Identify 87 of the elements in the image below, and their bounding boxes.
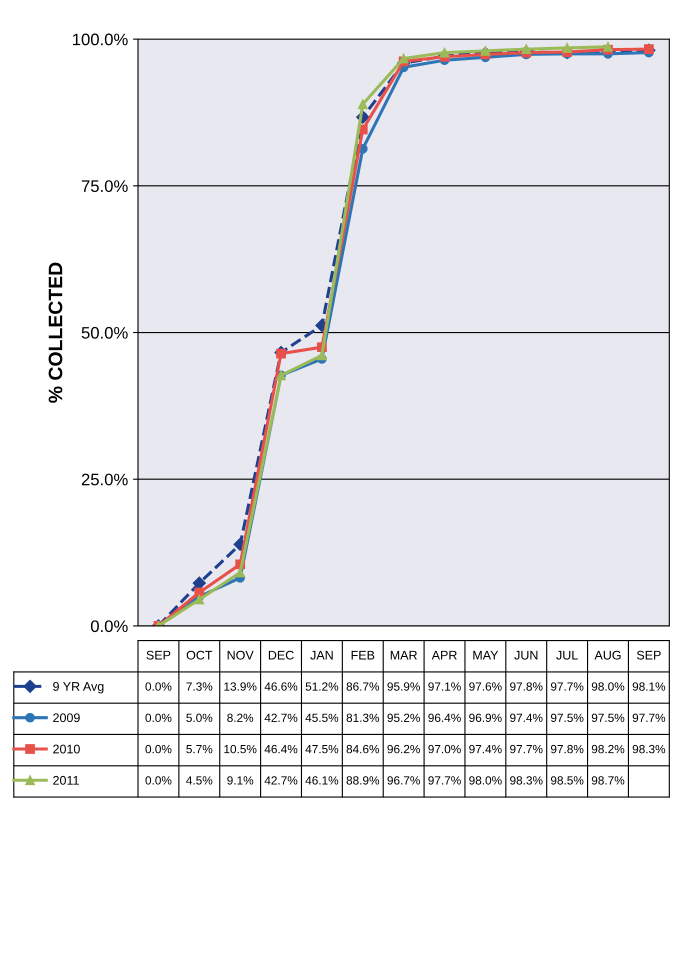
data-label: 95.2%: [387, 714, 420, 722]
x-tick-label: APR: [432, 650, 457, 660]
point: [276, 348, 286, 359]
x-tick-label: NOV: [228, 650, 254, 660]
data-label: 45.5%: [305, 714, 338, 722]
data-label: 96.7%: [387, 776, 420, 785]
data-label: 96.2%: [387, 744, 420, 754]
x-tick-label: JAN: [310, 650, 333, 660]
point: [235, 568, 246, 578]
legend-label: 9 YR Avg: [53, 682, 104, 694]
y-tick-label: 100.0%: [73, 34, 128, 46]
point: [521, 44, 532, 54]
data-label: 96.9%: [469, 714, 502, 722]
y-tick-label: 25.0%: [82, 474, 128, 486]
data-label: 97.7%: [632, 714, 666, 722]
data-label: 97.7%: [550, 682, 584, 691]
data-label: 98.0%: [592, 682, 624, 691]
data-label: 9.1%: [227, 776, 254, 785]
legend-label: 2009: [53, 713, 80, 722]
x-tick-label: AUG: [594, 650, 621, 660]
data-label: 4.5%: [186, 776, 212, 785]
data-label: 98.2%: [592, 744, 624, 754]
data-label: 97.8%: [550, 744, 584, 754]
data-label: 47.5%: [305, 744, 338, 754]
x-tick-label: SEP: [146, 650, 170, 660]
legend-label: 2010: [53, 744, 80, 754]
data-label: 97.4%: [510, 714, 543, 722]
x-tick-label: JUN: [514, 650, 538, 660]
data-label: 7.3%: [186, 682, 212, 691]
data-label: 0.0%: [145, 714, 172, 722]
point: [440, 48, 450, 58]
y-axis-title: % COLLECTED: [48, 262, 62, 403]
data-label: 46.6%: [264, 682, 298, 691]
data-label: 42.7%: [264, 776, 298, 785]
x-tick-label: MAY: [473, 650, 498, 660]
data-label: 8.2%: [227, 714, 254, 722]
point: [358, 99, 368, 110]
point: [317, 350, 327, 360]
data-label: 86.7%: [346, 682, 380, 691]
data-label: 97.4%: [469, 744, 502, 754]
data-label: 10.5%: [224, 744, 256, 754]
data-label: 97.0%: [428, 744, 461, 754]
data-label: 51.2%: [306, 682, 338, 691]
point: [192, 576, 206, 590]
data-label: 84.6%: [346, 744, 380, 754]
data-label: 97.6%: [469, 682, 502, 691]
data-label: 97.8%: [510, 682, 543, 691]
data-label: 46.4%: [264, 744, 298, 754]
point: [562, 43, 572, 53]
data-label: 5.0%: [186, 714, 212, 722]
data-label: 81.3%: [346, 714, 380, 722]
data-label: 96.4%: [428, 714, 461, 722]
data-label: 46.1%: [305, 776, 338, 785]
x-tick-label: JUL: [556, 650, 578, 660]
data-label: 0.0%: [145, 776, 172, 785]
data-label: 95.9%: [387, 682, 420, 691]
x-tick-label: MAR: [390, 650, 417, 660]
data-label: 98.7%: [592, 776, 624, 785]
point: [480, 46, 490, 56]
data-label: 98.3%: [632, 744, 666, 754]
data-label: 97.7%: [428, 776, 461, 785]
data-label: 13.9%: [224, 682, 256, 691]
data-label: 97.1%: [428, 682, 461, 691]
x-tick-label: FEB: [352, 650, 374, 660]
data-label: 98.3%: [510, 776, 543, 785]
data-label: 98.5%: [550, 776, 584, 785]
data-label: 0.0%: [145, 744, 172, 754]
data-label: 0.0%: [145, 682, 172, 691]
data-label: 98.0%: [469, 776, 502, 785]
y-tick-label: 50.0%: [82, 326, 128, 339]
data-label: 42.7%: [264, 714, 298, 722]
data-label: 5.7%: [186, 744, 212, 754]
data-label: 97.5%: [550, 714, 584, 722]
data-label: 98.1%: [632, 682, 666, 691]
y-tick-label: 0.0%: [90, 620, 128, 632]
legend-label: 2011: [53, 776, 79, 785]
data-label: 97.7%: [510, 744, 543, 754]
x-tick-label: DEC: [268, 650, 294, 660]
point: [398, 54, 409, 64]
point: [603, 42, 613, 52]
x-tick-label: SEP: [636, 650, 661, 660]
point: [644, 44, 654, 54]
point: [194, 594, 204, 604]
data-label: 97.5%: [592, 714, 624, 722]
data-label: 88.9%: [346, 776, 380, 785]
x-tick-label: OCT: [186, 650, 212, 660]
y-tick-label: 75.0%: [82, 180, 128, 192]
